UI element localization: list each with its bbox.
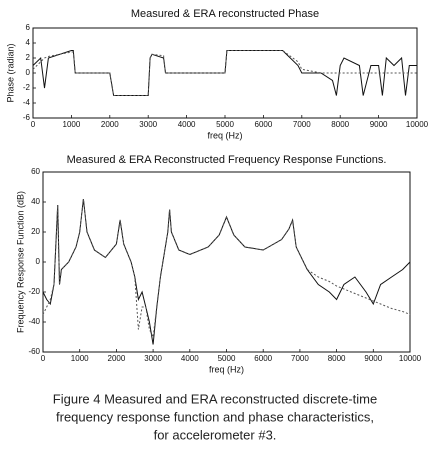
x-tick-label: 4000 <box>181 354 199 363</box>
y-tick-label: 0 <box>26 68 31 77</box>
x-tick-label: 1000 <box>63 120 81 129</box>
x-tick-label: 2000 <box>108 354 126 363</box>
series-line <box>32 50 417 96</box>
y-tick-label: 20 <box>31 227 40 236</box>
x-tick-label: 7000 <box>293 120 311 129</box>
plot-frame <box>42 171 411 353</box>
x-axis-label: freq (Hz) <box>207 130 242 140</box>
y-tick-label: -4 <box>23 98 31 107</box>
y-tick-label: 0 <box>36 257 41 266</box>
y-tick-label: -2 <box>23 83 31 92</box>
x-tick-label: 9000 <box>364 354 382 363</box>
caption-line: Figure 4 Measured and ERA reconstructed … <box>53 391 377 406</box>
chart-title: Measured & ERA Reconstructed Frequency R… <box>67 154 387 166</box>
y-axis-label: Phase (radian) <box>5 43 15 102</box>
x-axis-label: freq (Hz) <box>209 364 244 374</box>
y-axis-label: Frequency Response Function (dB) <box>15 191 25 333</box>
x-tick-label: 3000 <box>144 354 162 363</box>
x-tick-label: 8000 <box>328 354 346 363</box>
x-tick-label: 7000 <box>291 354 309 363</box>
y-tick-label: -6 <box>23 113 31 122</box>
y-tick-label: -60 <box>28 347 40 356</box>
x-tick-label: 5000 <box>216 120 234 129</box>
y-tick-label: 2 <box>26 53 31 62</box>
x-tick-label: 10000 <box>399 354 422 363</box>
series-line <box>42 198 411 339</box>
x-tick-label: 6000 <box>255 120 273 129</box>
x-tick-label: 10000 <box>406 120 429 129</box>
x-tick-label: 8000 <box>331 120 349 129</box>
y-tick-label: 60 <box>31 167 40 176</box>
y-tick-label: -20 <box>28 287 40 296</box>
x-tick-label: 3000 <box>139 120 157 129</box>
x-tick-label: 6000 <box>254 354 272 363</box>
caption-line: for accelerometer #3. <box>154 427 277 442</box>
x-tick-label: 0 <box>31 120 36 129</box>
x-tick-label: 2000 <box>101 120 119 129</box>
series-line <box>42 198 411 345</box>
x-tick-label: 1000 <box>71 354 89 363</box>
y-tick-label: -40 <box>28 317 40 326</box>
x-tick-label: 0 <box>41 354 46 363</box>
chart-title: Measured & ERA reconstructed Phase <box>131 8 319 20</box>
y-tick-label: 6 <box>26 23 31 32</box>
x-tick-label: 4000 <box>178 120 196 129</box>
caption-line: frequency response function and phase ch… <box>56 409 374 424</box>
x-tick-label: 9000 <box>370 120 388 129</box>
y-tick-label: 4 <box>26 38 31 47</box>
y-tick-label: 40 <box>31 197 40 206</box>
x-tick-label: 5000 <box>218 354 236 363</box>
